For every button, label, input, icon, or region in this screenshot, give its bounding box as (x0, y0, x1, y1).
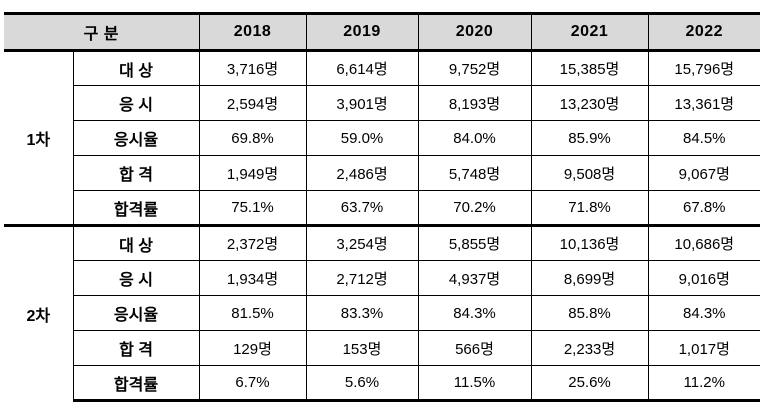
section-label-round-1: 1차 (4, 50, 73, 226)
row-label: 합 격 (72, 330, 200, 366)
row-label: 응 시 (72, 260, 200, 296)
data-cell: 15,796명 (647, 50, 761, 86)
data-cell: 70.2% (417, 190, 532, 226)
data-cell: 25.6% (530, 365, 649, 402)
data-cell: 71.8% (530, 190, 649, 226)
data-cell: 84.3% (417, 295, 532, 331)
data-cell: 2,233명 (530, 330, 649, 366)
data-cell: 75.1% (198, 190, 307, 226)
data-cell: 153명 (305, 330, 419, 366)
data-cell: 3,254명 (305, 224, 419, 261)
data-cell: 84.3% (647, 295, 761, 331)
data-cell: 2,594명 (198, 85, 307, 121)
data-cell: 15,385명 (530, 50, 649, 86)
table-row: 응 시 2,594명 3,901명 8,193명 13,230명 13,361명 (4, 85, 761, 121)
data-cell: 84.0% (417, 120, 532, 156)
row-label: 합격률 (72, 365, 200, 402)
data-cell: 1,017명 (647, 330, 761, 366)
data-cell: 2,712명 (305, 260, 419, 296)
row-label: 응 시 (72, 85, 200, 121)
row-label: 합격률 (72, 190, 200, 226)
data-cell: 8,193명 (417, 85, 532, 121)
data-cell: 5.6% (305, 365, 419, 402)
data-cell: 10,686명 (647, 224, 761, 261)
row-label: 대 상 (72, 50, 200, 86)
data-cell: 59.0% (305, 120, 419, 156)
header-year-2022: 2022 (647, 12, 761, 52)
data-cell: 9,016명 (647, 260, 761, 296)
data-cell: 67.8% (647, 190, 761, 226)
data-cell: 3,716명 (198, 50, 307, 86)
header-year-2018: 2018 (198, 12, 307, 52)
data-cell: 2,486명 (305, 155, 419, 191)
table-row: 응 시 1,934명 2,712명 4,937명 8,699명 9,016명 (4, 260, 761, 296)
data-cell: 6,614명 (305, 50, 419, 86)
data-cell: 84.5% (647, 120, 761, 156)
header-year-2019: 2019 (305, 12, 419, 52)
table-row: 합 격 1,949명 2,486명 5,748명 9,508명 9,067명 (4, 155, 761, 191)
header-year-2020: 2020 (417, 12, 532, 52)
table-header: 구 분 2018 2019 2020 2021 2022 (4, 12, 761, 52)
data-cell: 566명 (417, 330, 532, 366)
data-cell: 3,901명 (305, 85, 419, 121)
data-cell: 13,361명 (647, 85, 761, 121)
data-cell: 1,934명 (198, 260, 307, 296)
header-category: 구 분 (4, 12, 200, 52)
data-cell: 5,748명 (417, 155, 532, 191)
row-label: 응시율 (72, 295, 200, 331)
section-label-round-2: 2차 (4, 224, 73, 401)
data-cell: 8,699명 (530, 260, 649, 296)
data-cell: 10,136명 (530, 224, 649, 261)
section-round-1: 1차 대 상 3,716명 6,614명 9,752명 15,385명 15,7… (4, 50, 761, 226)
data-cell: 4,937명 (417, 260, 532, 296)
table-row: 응시율 69.8% 59.0% 84.0% 85.9% 84.5% (4, 120, 761, 156)
row-label: 대 상 (72, 224, 200, 261)
data-cell: 2,372명 (198, 224, 307, 261)
header-year-2021: 2021 (530, 12, 649, 52)
table-row: 응시율 81.5% 83.3% 84.3% 85.8% 84.3% (4, 295, 761, 331)
table-row: 2차 대 상 2,372명 3,254명 5,855명 10,136명 10,6… (4, 224, 761, 401)
data-cell: 5,855명 (417, 224, 532, 261)
table-row: 1차 대 상 3,716명 6,614명 9,752명 15,385명 15,7… (4, 50, 761, 226)
exam-statistics-table: 구 분 2018 2019 2020 2021 2022 1차 대 상 3,71… (4, 12, 761, 402)
data-cell: 69.8% (198, 120, 307, 156)
table-row: 합격률 6.7% 5.6% 11.5% 25.6% 11.2% (4, 365, 761, 402)
data-cell: 11.5% (417, 365, 532, 402)
data-cell: 9,067명 (647, 155, 761, 191)
data-cell: 13,230명 (530, 85, 649, 121)
data-cell: 81.5% (198, 295, 307, 331)
data-cell: 63.7% (305, 190, 419, 226)
data-cell: 83.3% (305, 295, 419, 331)
row-label: 응시율 (72, 120, 200, 156)
data-cell: 11.2% (647, 365, 761, 402)
data-cell: 9,508명 (530, 155, 649, 191)
data-cell: 85.8% (530, 295, 649, 331)
data-cell: 6.7% (198, 365, 307, 402)
data-cell: 9,752명 (417, 50, 532, 86)
data-cell: 1,949명 (198, 155, 307, 191)
row-label: 합 격 (72, 155, 200, 191)
table-row: 합 격 129명 153명 566명 2,233명 1,017명 (4, 330, 761, 366)
data-cell: 85.9% (530, 120, 649, 156)
section-round-2: 2차 대 상 2,372명 3,254명 5,855명 10,136명 10,6… (4, 224, 761, 402)
table-row: 합격률 75.1% 63.7% 70.2% 71.8% 67.8% (4, 190, 761, 226)
data-cell: 129명 (198, 330, 307, 366)
